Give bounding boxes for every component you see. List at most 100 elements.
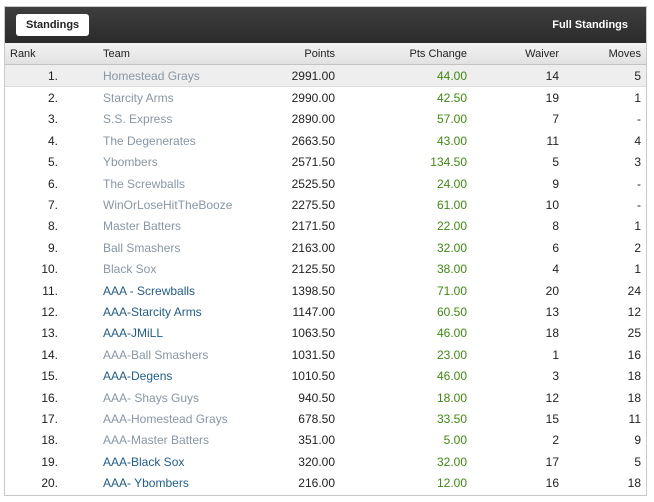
column-header-waiver[interactable]: Waiver [471,43,563,65]
table-row: 20. AAA- Ybombers 216.00 12.00 16 18 [5,472,646,493]
column-header-rank[interactable]: Rank [5,43,64,65]
rank-cell: 14. [41,347,58,362]
points-cell: 2125.50 [291,262,335,277]
moves-cell: 9 [634,433,641,448]
points-cell: 1010.50 [291,369,335,384]
points-cell: 216.00 [298,476,335,491]
team-link[interactable]: Master Batters [103,219,182,234]
points-cell: 320.00 [298,454,335,469]
team-link[interactable]: AAA-JMiLL [103,326,164,341]
rank-cell: 4. [47,133,58,148]
rank-cell: 2. [47,91,58,106]
table-row: 18. AAA-Master Batters 351.00 5.00 2 9 [5,430,646,451]
table-row: 3. S.S. Express 2890.00 57.00 7 - [5,109,646,130]
rank-cell: 15. [41,369,58,384]
moves-cell: 11 [628,411,641,426]
column-header-points[interactable]: Points [236,43,339,65]
full-standings-link[interactable]: Full Standings [552,19,628,31]
team-link[interactable]: AAA- Ybombers [103,476,189,491]
column-header-team[interactable]: Team [64,43,236,65]
moves-cell: 4 [634,133,641,148]
team-link[interactable]: AAA-Degens [103,369,173,384]
team-link[interactable]: AAA- Shays Guys [103,390,200,405]
rank-cell: 10. [41,262,58,277]
rank-cell: 5. [47,155,58,170]
rank-cell: 3. [47,112,58,127]
table-row: 11. AAA - Screwballs 1398.50 71.00 20 24 [5,280,646,301]
waiver-cell: 10 [545,198,559,213]
table-row: 12. AAA-Starcity Arms 1147.00 60.50 13 12 [5,301,646,322]
points-cell: 351.00 [298,433,335,448]
points-cell: 678.50 [298,411,335,426]
waiver-cell: 17 [545,454,559,469]
moves-cell: 2 [634,240,641,255]
pts-change-cell: 38.00 [436,262,467,277]
pts-change-cell: 18.00 [436,390,467,405]
pts-change-cell: 46.00 [436,326,467,341]
team-link[interactable]: AAA-Ball Smashers [103,347,209,362]
team-link[interactable]: WinOrLoseHitTheBooze [103,198,233,213]
waiver-cell: 20 [545,283,559,298]
rank-cell: 8. [47,219,58,234]
team-link[interactable]: The Degenerates [103,133,196,148]
pts-change-cell: 46.00 [436,369,467,384]
moves-cell: 18 [627,476,641,491]
points-cell: 2571.50 [291,155,335,170]
moves-cell: 1 [634,219,641,234]
rank-cell: 6. [47,176,58,191]
waiver-cell: 16 [545,476,559,491]
table-row: 4. The Degenerates 2663.50 43.00 11 4 [5,130,646,151]
points-cell: 2525.50 [291,176,335,191]
waiver-cell: 5 [552,155,559,170]
moves-cell: - [637,112,641,127]
rank-cell: 11. [42,283,58,298]
moves-cell: - [637,198,641,213]
pts-change-cell: 5.00 [443,433,467,448]
points-cell: 940.50 [298,390,335,405]
standings-tab[interactable]: Standings [16,14,90,36]
team-link[interactable]: AAA-Master Batters [103,433,210,448]
points-cell: 2890.00 [291,112,335,127]
team-link[interactable]: Homestead Grays [64,64,236,88]
pts-change-cell: 33.50 [436,411,467,426]
rank-cell: 9. [47,240,58,255]
rank-cell: 12. [41,304,58,319]
table-row: 17. AAA-Homestead Grays 678.50 33.50 15 11 [5,408,646,429]
rank-cell: 19. [41,454,58,469]
team-link[interactable]: Ball Smashers [103,240,181,255]
team-link[interactable]: Black Sox [103,262,157,277]
waiver-cell: 8 [552,219,559,234]
waiver-cell: 2 [552,433,559,448]
moves-cell: 24 [627,283,641,298]
team-link[interactable]: AAA-Starcity Arms [103,304,202,319]
waiver-cell: 19 [545,91,559,106]
column-header-pts-change[interactable]: Pts Change [339,43,471,65]
team-link[interactable]: AAA-Black Sox [103,454,185,469]
waiver-cell: 7 [552,112,559,127]
waiver-cell: 13 [545,304,559,319]
team-link[interactable]: Ybombers [103,155,158,170]
pts-change-cell: 23.00 [436,347,467,362]
pts-change-cell: 134.50 [430,155,467,170]
team-link[interactable]: S.S. Express [103,112,173,127]
points-cell: 2171.50 [291,219,335,234]
column-header-moves[interactable]: Moves [563,43,646,65]
moves-cell: 18 [627,390,641,405]
waiver-cell: 9 [552,176,559,191]
team-link[interactable]: AAA - Screwballs [103,283,196,298]
table-row: 16. AAA- Shays Guys 940.50 18.00 12 18 [5,387,646,408]
waiver-cell: 12 [545,390,559,405]
team-link[interactable]: AAA-Homestead Grays [103,411,228,426]
pts-change-cell: 42.50 [436,91,467,106]
moves-cell: 12 [627,304,641,319]
rank-cell: 18. [41,433,58,448]
moves-cell: 25 [627,326,641,341]
team-link[interactable]: The Screwballs [103,176,186,191]
waiver-cell: 1 [552,347,559,362]
pts-change-cell: 61.00 [436,198,467,213]
standings-table-header: Rank Team Points Pts Change Waiver Moves [5,43,646,65]
team-link[interactable]: Starcity Arms [103,91,174,106]
moves-cell: 1 [634,262,641,277]
rank-cell: 13. [41,326,58,341]
rank-cell: 16. [41,390,58,405]
